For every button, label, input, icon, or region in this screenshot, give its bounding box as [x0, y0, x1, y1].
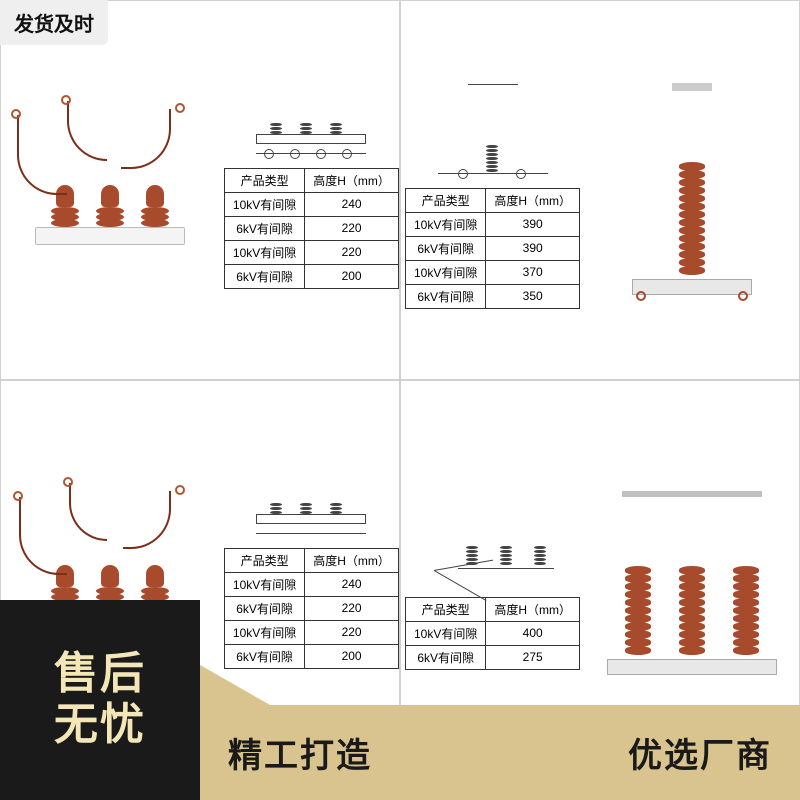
td: 370 — [486, 260, 580, 284]
panel-c: 产品类型高度H（mm） 10kV有间隙240 6kV有间隙220 10kV有间隙… — [0, 380, 400, 760]
shipping-badge: 发货及时 — [0, 0, 108, 45]
th: 产品类型 — [224, 168, 304, 192]
td: 10kV有间隙 — [224, 192, 304, 216]
panel-c-table: 产品类型高度H（mm） 10kV有间隙240 6kV有间隙220 10kV有间隙… — [224, 548, 399, 669]
panel-d: 产品类型高度H（mm） 10kV有间隙400 6kV有间隙275 — [400, 380, 800, 760]
panel-d-photo — [584, 381, 799, 759]
td: 6kV有间隙 — [406, 645, 486, 669]
panel-a-table: 产品类型高度H（mm） 10kV有间隙240 6kV有间隙220 10kV有间隙… — [224, 168, 399, 289]
panel-b: 产品类型高度H（mm） 10kV有间隙390 6kV有间隙390 10kV有间隙… — [400, 0, 800, 380]
arrester-3phase-icon — [25, 105, 195, 275]
td: 390 — [486, 236, 580, 260]
th: 高度H（mm） — [486, 597, 580, 621]
td: 220 — [305, 620, 399, 644]
td: 6kV有间隙 — [224, 644, 304, 668]
td: 240 — [305, 192, 399, 216]
product-grid: 产品类型高度H（mm） 10kV有间隙240 6kV有间隙220 10kV有间隙… — [0, 0, 800, 800]
td: 275 — [486, 645, 580, 669]
panel-d-diagram-icon — [428, 471, 558, 591]
th: 产品类型 — [406, 597, 486, 621]
td: 400 — [486, 621, 580, 645]
panel-c-photo — [1, 381, 220, 759]
td: 220 — [305, 216, 399, 240]
td: 220 — [305, 240, 399, 264]
td: 350 — [486, 284, 580, 308]
panel-c-diagram-icon — [246, 472, 376, 542]
td: 10kV有间隙 — [224, 240, 304, 264]
tall-arrester-icon — [632, 75, 752, 305]
arrester-3phase-icon — [25, 485, 195, 655]
th: 高度H（mm） — [305, 548, 399, 572]
panel-b-photo — [584, 1, 799, 379]
td: 6kV有间隙 — [224, 216, 304, 240]
th: 产品类型 — [406, 188, 486, 212]
th: 产品类型 — [224, 548, 304, 572]
panel-a-diagram-icon — [246, 92, 376, 162]
panel-b-diagram-icon — [428, 72, 558, 182]
td: 10kV有间隙 — [406, 260, 486, 284]
td: 6kV有间隙 — [224, 264, 304, 288]
panel-d-table: 产品类型高度H（mm） 10kV有间隙400 6kV有间隙275 — [405, 597, 580, 670]
panel-b-table: 产品类型高度H（mm） 10kV有间隙390 6kV有间隙390 10kV有间隙… — [405, 188, 580, 309]
td: 10kV有间隙 — [224, 620, 304, 644]
td: 220 — [305, 596, 399, 620]
td: 6kV有间隙 — [406, 236, 486, 260]
td: 240 — [305, 572, 399, 596]
th: 高度H（mm） — [305, 168, 399, 192]
td: 10kV有间隙 — [406, 621, 486, 645]
td: 390 — [486, 212, 580, 236]
td: 6kV有间隙 — [224, 596, 304, 620]
th: 高度H（mm） — [486, 188, 580, 212]
triple-tall-arrester-icon — [607, 455, 777, 685]
td: 200 — [305, 264, 399, 288]
panel-e-partial — [0, 760, 400, 800]
td: 10kV有间隙 — [406, 212, 486, 236]
td: 10kV有间隙 — [224, 572, 304, 596]
panel-a-photo — [1, 1, 220, 379]
td: 200 — [305, 644, 399, 668]
panel-f-partial — [400, 760, 800, 800]
td: 6kV有间隙 — [406, 284, 486, 308]
panel-a: 产品类型高度H（mm） 10kV有间隙240 6kV有间隙220 10kV有间隙… — [0, 0, 400, 380]
